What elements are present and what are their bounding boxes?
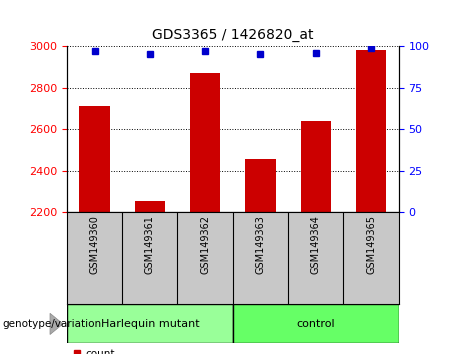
Text: GSM149363: GSM149363 (255, 215, 266, 274)
Text: GSM149365: GSM149365 (366, 215, 376, 274)
Bar (356, 50, 386, 212)
Bar (79, 106, 110, 212)
Polygon shape (50, 313, 63, 335)
Legend: count, percentile rank within the sample: count, percentile rank within the sample (72, 349, 261, 354)
Text: control: control (296, 319, 335, 329)
Title: GDS3365 / 1426820_at: GDS3365 / 1426820_at (152, 28, 313, 42)
FancyBboxPatch shape (233, 304, 399, 343)
Bar (190, 73, 220, 212)
Text: GSM149361: GSM149361 (145, 215, 155, 274)
Bar (245, 159, 276, 212)
Text: Harlequin mutant: Harlequin mutant (100, 319, 199, 329)
Bar (301, 121, 331, 212)
Text: GSM149360: GSM149360 (89, 215, 100, 274)
Text: genotype/variation: genotype/variation (2, 319, 101, 329)
Bar (135, 201, 165, 212)
Text: GSM149362: GSM149362 (200, 215, 210, 274)
Text: GSM149364: GSM149364 (311, 215, 321, 274)
FancyBboxPatch shape (67, 304, 233, 343)
